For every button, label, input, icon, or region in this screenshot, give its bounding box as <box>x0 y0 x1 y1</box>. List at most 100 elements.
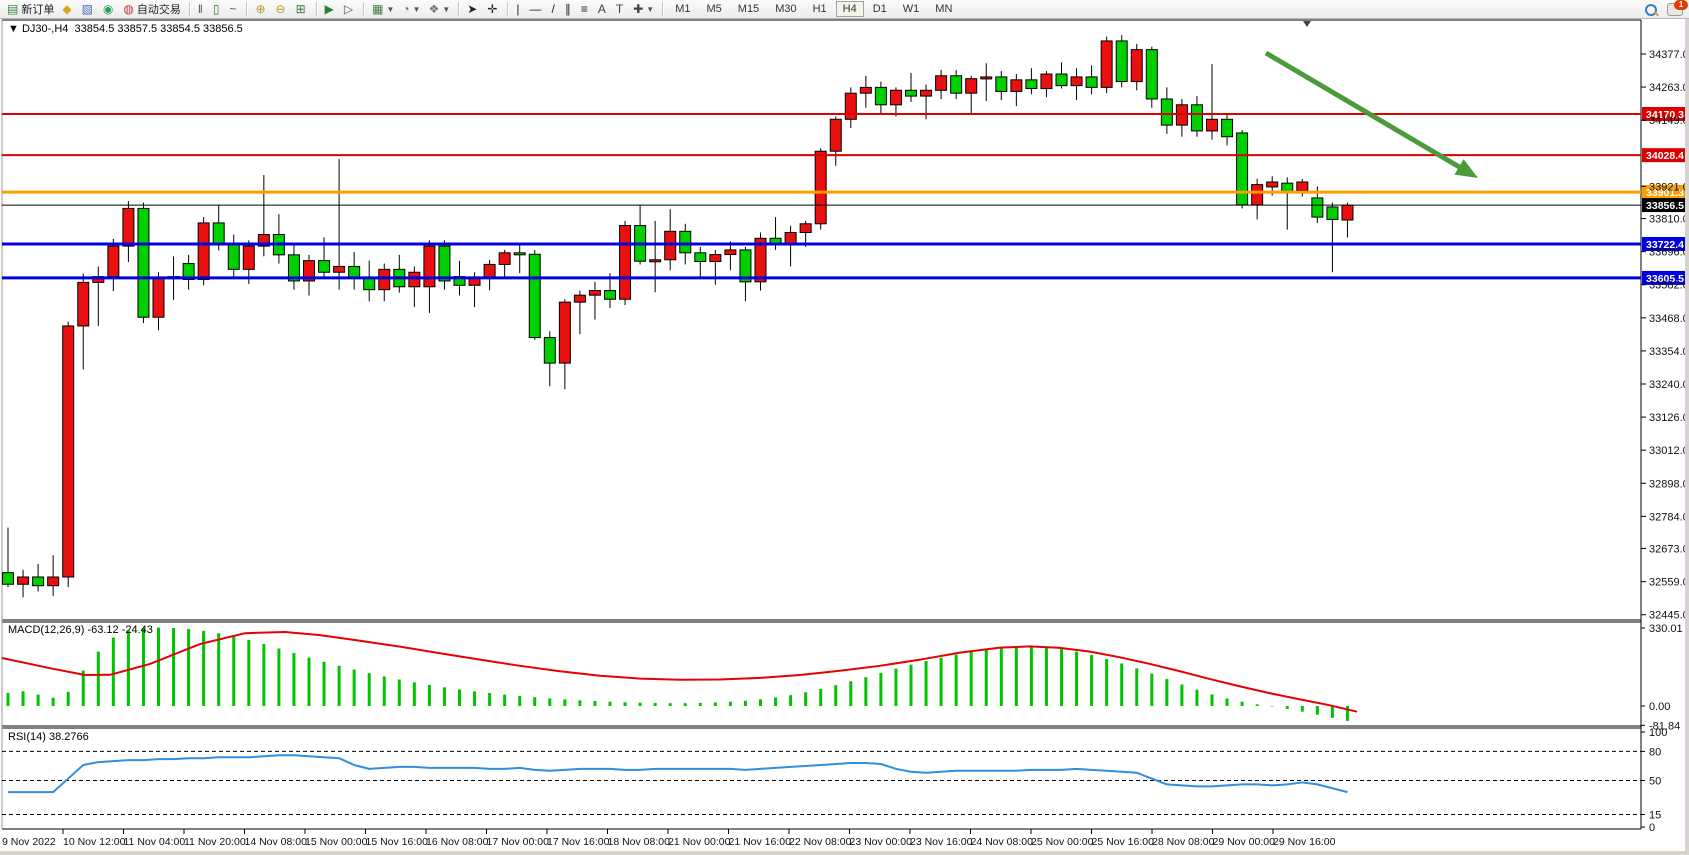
trend-arrow[interactable] <box>1264 50 1478 178</box>
svg-text:23 Nov 16:00: 23 Nov 16:00 <box>910 836 973 848</box>
svg-text:11 Nov 20:00: 11 Nov 20:00 <box>184 836 246 848</box>
chevron-down-icon[interactable]: ▼ <box>442 4 451 14</box>
search-ring <box>1645 3 1657 16</box>
svg-text:17 Nov 16:00: 17 Nov 16:00 <box>547 836 610 848</box>
svg-text:16 Nov 08:00: 16 Nov 08:00 <box>426 836 489 848</box>
macd-indicator-label: MACD(12,26,9) -63.12 -24.43 <box>8 624 153 636</box>
notification-badge: 1 <box>1674 0 1688 10</box>
timeframe-button-h4[interactable]: H4 <box>835 1 864 17</box>
svg-text:15: 15 <box>1649 809 1661 821</box>
svg-text:33582.0: 33582.0 <box>1649 280 1689 292</box>
cursor-button[interactable]: ➤ <box>463 0 483 19</box>
svg-text:33240.0: 33240.0 <box>1649 379 1689 391</box>
timeframe-button-w1[interactable]: W1 <box>902 3 920 15</box>
price-line-badge <box>1642 148 1688 163</box>
styler-icon: ◆ <box>62 2 72 16</box>
price-line-badge <box>1642 236 1688 251</box>
fibonacci-button[interactable]: ≡ <box>577 0 594 19</box>
templates-button[interactable]: ❖ ▼ <box>425 0 455 19</box>
timeframe-button-m1[interactable]: M1 <box>675 3 691 15</box>
svg-text:28 Nov 08:00: 28 Nov 08:00 <box>1152 836 1215 848</box>
price-axis[interactable]: 34377.0 34263.0 34149.0 33921.0 33810.0 33696… <box>1641 49 1689 622</box>
svg-text:33856.5: 33856.5 <box>1646 200 1684 212</box>
timeframe-button-mn[interactable]: MN <box>935 3 953 15</box>
timeframe-button-d1[interactable]: D1 <box>872 3 887 15</box>
arrows-button[interactable]: ✚ ▼ <box>629 0 658 19</box>
zoom-out-icon: ⊖ <box>275 2 286 16</box>
rsi-panel: 100 80 50 150 <box>2 727 1667 834</box>
bar-chart-button[interactable]: ‖ <box>194 0 209 19</box>
tile-windows-button[interactable]: ⊞ <box>292 0 312 19</box>
timeframe-button-m5[interactable]: M5 <box>706 3 722 15</box>
timeframe-button-h1[interactable]: H1 <box>812 3 827 15</box>
vertical-line-button[interactable]: | <box>512 0 525 19</box>
svg-text:33468.0: 33468.0 <box>1649 313 1689 325</box>
svg-text:0.00: 0.00 <box>1649 701 1670 713</box>
zoom-out-button[interactable]: ⊖ <box>272 0 292 19</box>
timeframe-button-m15[interactable]: M15 <box>737 3 760 15</box>
vertical-line-icon: | <box>516 2 520 16</box>
candles-layer <box>2 35 1354 598</box>
svg-text:34263.0: 34263.0 <box>1649 82 1689 94</box>
zoom-in-icon: ⊕ <box>255 2 266 16</box>
chat-icon[interactable]: 1 <box>1667 0 1688 16</box>
macd-signal-line <box>1 631 1358 713</box>
timeframe-button-m30[interactable]: M30 <box>775 3 797 15</box>
svg-text:21 Nov 16:00: 21 Nov 16:00 <box>729 836 792 848</box>
svg-text:33722.4: 33722.4 <box>1646 239 1684 251</box>
market-watch-button[interactable]: ▧ <box>78 0 99 19</box>
svg-text:100: 100 <box>1649 727 1667 739</box>
svg-text:50: 50 <box>1649 776 1661 788</box>
channel-button[interactable]: ∥ <box>561 0 577 19</box>
text-label-button[interactable]: T <box>612 0 629 19</box>
bar-chart-icon: ‖ <box>197 2 203 16</box>
periods-icon: ◔ <box>402 2 410 16</box>
signals-button[interactable]: ◉ <box>99 0 119 19</box>
toolbar-right-icons: 1 <box>1645 0 1688 18</box>
trendline-icon: / <box>551 2 555 16</box>
horizontal-line-button[interactable]: — <box>526 0 548 19</box>
arrows-icon: ✚ <box>633 2 644 16</box>
line-chart-button[interactable]: ~ <box>225 0 242 19</box>
svg-text:32673.0: 32673.0 <box>1649 544 1689 556</box>
styler-button[interactable]: ◆ <box>58 0 77 19</box>
search-icon[interactable] <box>1645 3 1659 16</box>
chart-shift-marker[interactable] <box>1303 21 1311 27</box>
svg-text:34170.3: 34170.3 <box>1646 109 1684 121</box>
svg-text:33696.0: 33696.0 <box>1649 247 1689 259</box>
text-button[interactable]: A <box>594 0 612 19</box>
auto-scroll-button[interactable]: ▶ <box>321 0 340 19</box>
trendline-button[interactable]: / <box>548 0 561 19</box>
window-bottom-edge <box>0 851 1689 855</box>
one-click-collapse-icon[interactable]: ▼ <box>8 23 19 35</box>
svg-text:330.01: 330.01 <box>1649 623 1683 635</box>
svg-text:-81.84: -81.84 <box>1649 720 1680 732</box>
chart-shift-button[interactable]: ▷ <box>340 0 359 19</box>
svg-text:15 Nov 00:00: 15 Nov 00:00 <box>305 836 368 848</box>
channel-icon: ∥ <box>564 2 571 16</box>
crosshair-button[interactable]: ✛ <box>483 0 503 19</box>
toolbar-separator <box>507 2 509 16</box>
new-order-button[interactable]: ▤ 新订单 <box>3 0 58 19</box>
zoom-in-button[interactable]: ⊕ <box>251 0 271 19</box>
signals-icon: ◉ <box>102 2 114 16</box>
svg-text:29 Nov 00:00: 29 Nov 00:00 <box>1213 836 1276 848</box>
autotrading-icon: ◍ <box>123 2 134 16</box>
periods-button[interactable]: ◔ ▼ <box>398 0 424 19</box>
svg-text:25 Nov 00:00: 25 Nov 00:00 <box>1031 836 1094 848</box>
cursor-icon: ➤ <box>467 2 478 16</box>
chevron-down-icon[interactable]: ▼ <box>646 4 655 14</box>
chevron-down-icon[interactable]: ▼ <box>412 4 421 14</box>
candlestick-chart-button[interactable]: ▯ <box>209 0 226 19</box>
new-chart-button[interactable]: ▦ ▼ <box>368 0 398 19</box>
toolbar-separator <box>458 2 460 16</box>
chart-symbol-period: DJ30-,H4 <box>21 23 69 35</box>
autotrading-button[interactable]: ◍ 自动交易 <box>119 0 184 19</box>
chevron-down-icon[interactable]: ▼ <box>386 4 395 14</box>
svg-text:24 Nov 08:00: 24 Nov 08:00 <box>971 836 1034 848</box>
svg-text:33126.0: 33126.0 <box>1649 412 1689 424</box>
price-line-badge <box>1642 198 1688 213</box>
svg-text:33012.0: 33012.0 <box>1649 445 1689 457</box>
